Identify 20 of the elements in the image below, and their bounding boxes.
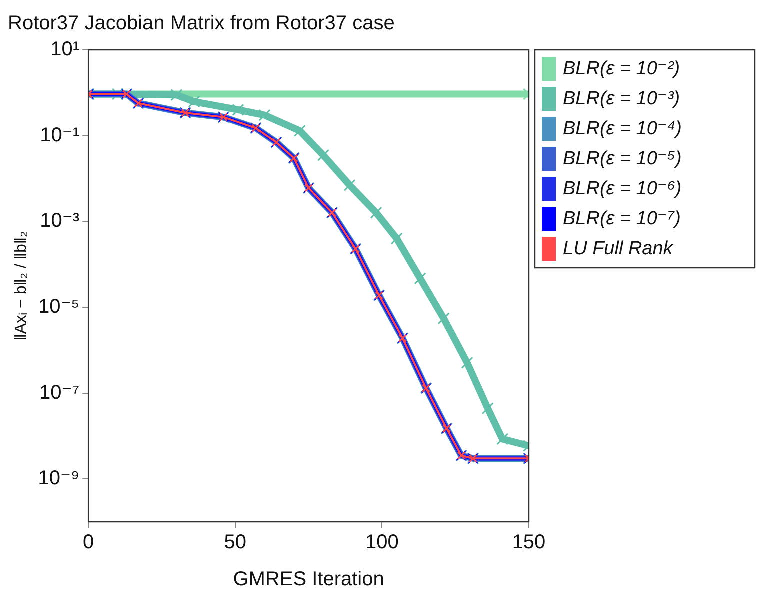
legend-label: BLR(ε = 10⁻²) [563,58,680,80]
legend-label: LU Full Rank [563,238,674,260]
y-tick-label: 10⁻³ [40,210,80,232]
legend-label: BLR(ε = 10⁻⁶) [563,178,682,200]
legend-label: BLR(ε = 10⁻⁵) [563,148,682,170]
chart-title: Rotor37 Jacobian Matrix from Rotor37 case [8,12,395,35]
x-tick-label: 50 [224,532,247,554]
y-tick-label: 10⁻⁵ [38,296,80,318]
x-tick-label: 0 [83,532,94,554]
y-tick-label: 10⁻⁷ [40,382,80,404]
legend-label: BLR(ε = 10⁻⁷) [563,208,681,230]
legend-label: BLR(ε = 10⁻³) [563,88,680,110]
y-axis-title: ‖Axᵢ − b‖₂ / ‖b‖₂ [13,231,30,341]
x-axis-title: GMRES Iteration [233,568,384,591]
y-tick-label: 10¹ [50,38,80,61]
x-tick-label: 100 [366,532,399,554]
y-tick-label: 10⁻⁹ [38,468,80,490]
y-tick-label: 10⁻¹ [40,124,80,146]
x-tick-label: 150 [512,532,546,554]
legend-label: BLR(ε = 10⁻⁴) [563,118,682,140]
